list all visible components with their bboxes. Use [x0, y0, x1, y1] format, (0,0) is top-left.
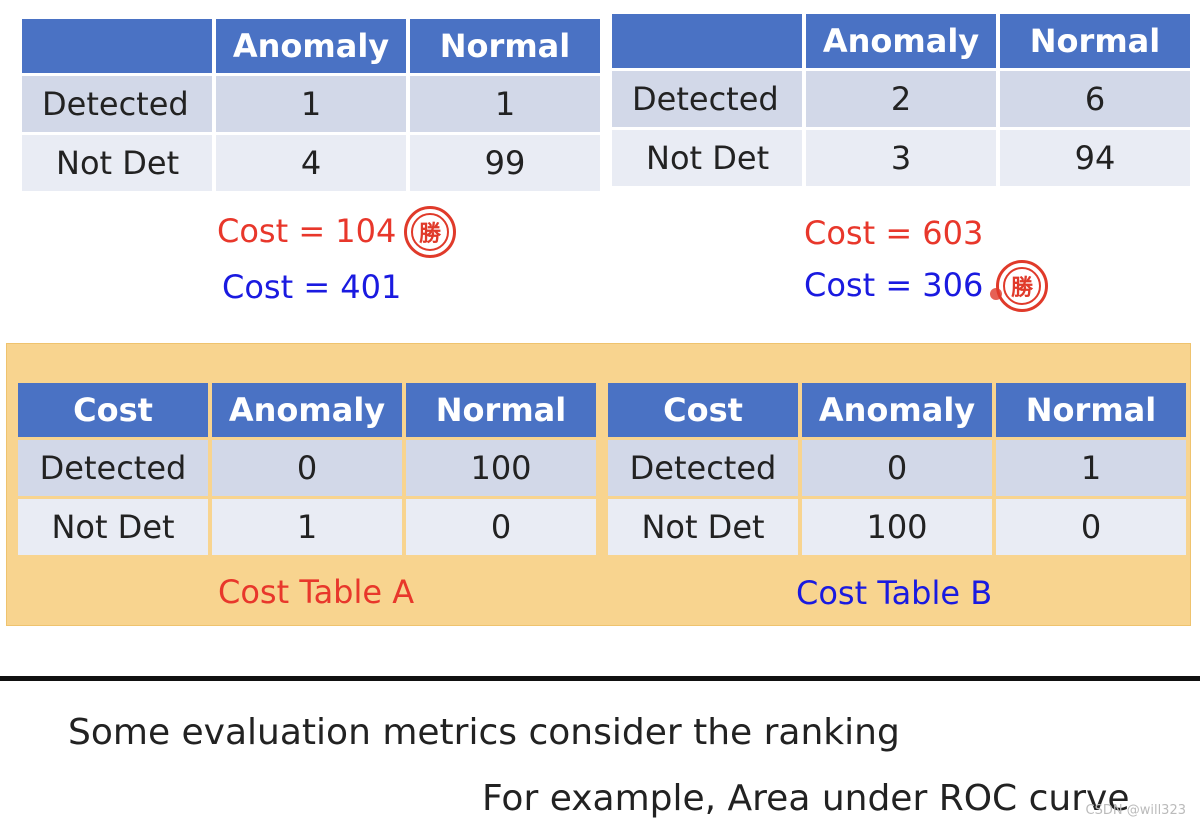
cell-anomaly: 4: [216, 135, 406, 191]
row-label: Not Det: [612, 130, 802, 186]
table-row: Detected 1 1: [22, 76, 600, 132]
row-label: Not Det: [18, 499, 208, 555]
cell-normal: 0: [406, 499, 596, 555]
row-label: Not Det: [22, 135, 212, 191]
header-anomaly: Anomaly: [212, 383, 402, 437]
header-anomaly: Anomaly: [802, 383, 992, 437]
cell-normal: 1: [410, 76, 600, 132]
cell-anomaly: 2: [806, 71, 996, 127]
header-cost: Cost: [18, 383, 208, 437]
header-cost: Cost: [608, 383, 798, 437]
header-anomaly: Anomaly: [806, 14, 996, 68]
cell-anomaly: 1: [216, 76, 406, 132]
divider: [0, 676, 1200, 681]
cell-normal: 94: [1000, 130, 1190, 186]
table-row: Not Det 100 0: [608, 499, 1186, 555]
cell-anomaly: 0: [802, 440, 992, 496]
winner-stamp: 勝: [996, 260, 1048, 312]
cell-anomaly: 1: [212, 499, 402, 555]
table-row: Detected 0 1: [608, 440, 1186, 496]
cell-normal: 1: [996, 440, 1186, 496]
cell-normal: 0: [996, 499, 1186, 555]
row-label: Not Det: [608, 499, 798, 555]
table-row: Detected 0 100: [18, 440, 596, 496]
table-row: Not Det 4 99: [22, 135, 600, 191]
note-ranking: Some evaluation metrics consider the ran…: [68, 712, 900, 753]
table-row: Detected 2 6: [612, 71, 1190, 127]
cell-normal: 99: [410, 135, 600, 191]
header-normal: Normal: [410, 19, 600, 73]
cell-anomaly: 100: [802, 499, 992, 555]
cell-anomaly: 0: [212, 440, 402, 496]
cell-normal: 6: [1000, 71, 1190, 127]
cost-b-under-table-a: Cost = 603: [804, 214, 984, 252]
cost-table-a-caption: Cost Table A: [218, 573, 415, 611]
winner-stamp: 勝: [404, 206, 456, 258]
cost-table-b: Cost Anomaly Normal Detected 0 1 Not Det…: [604, 380, 1190, 558]
cost-a-under-table-b: Cost = 401: [222, 268, 402, 306]
cost-b-under-table-b: Cost = 306: [804, 266, 984, 304]
header-normal: Normal: [406, 383, 596, 437]
watermark: CSDN @will323: [1085, 803, 1186, 818]
table-row: Not Det 1 0: [18, 499, 596, 555]
row-label: Detected: [18, 440, 208, 496]
table-row: Not Det 3 94: [612, 130, 1190, 186]
cell-normal: 100: [406, 440, 596, 496]
row-label: Detected: [608, 440, 798, 496]
cost-a-under-table-a: Cost = 104: [217, 212, 397, 250]
note-auc-example: For example, Area under ROC curve: [482, 778, 1130, 819]
row-label: Detected: [22, 76, 212, 132]
header-normal: Normal: [996, 383, 1186, 437]
row-label: Detected: [612, 71, 802, 127]
header-corner: [22, 19, 212, 73]
cell-anomaly: 3: [806, 130, 996, 186]
header-corner: [612, 14, 802, 68]
confusion-matrix-b: Anomaly Normal Detected 2 6 Not Det 3 94: [608, 11, 1194, 189]
pointer-dot: [990, 288, 1002, 300]
cost-table-b-caption: Cost Table B: [796, 574, 993, 612]
confusion-matrix-a: Anomaly Normal Detected 1 1 Not Det 4 99: [18, 16, 604, 194]
header-normal: Normal: [1000, 14, 1190, 68]
header-anomaly: Anomaly: [216, 19, 406, 73]
cost-table-a: Cost Anomaly Normal Detected 0 100 Not D…: [14, 380, 600, 558]
